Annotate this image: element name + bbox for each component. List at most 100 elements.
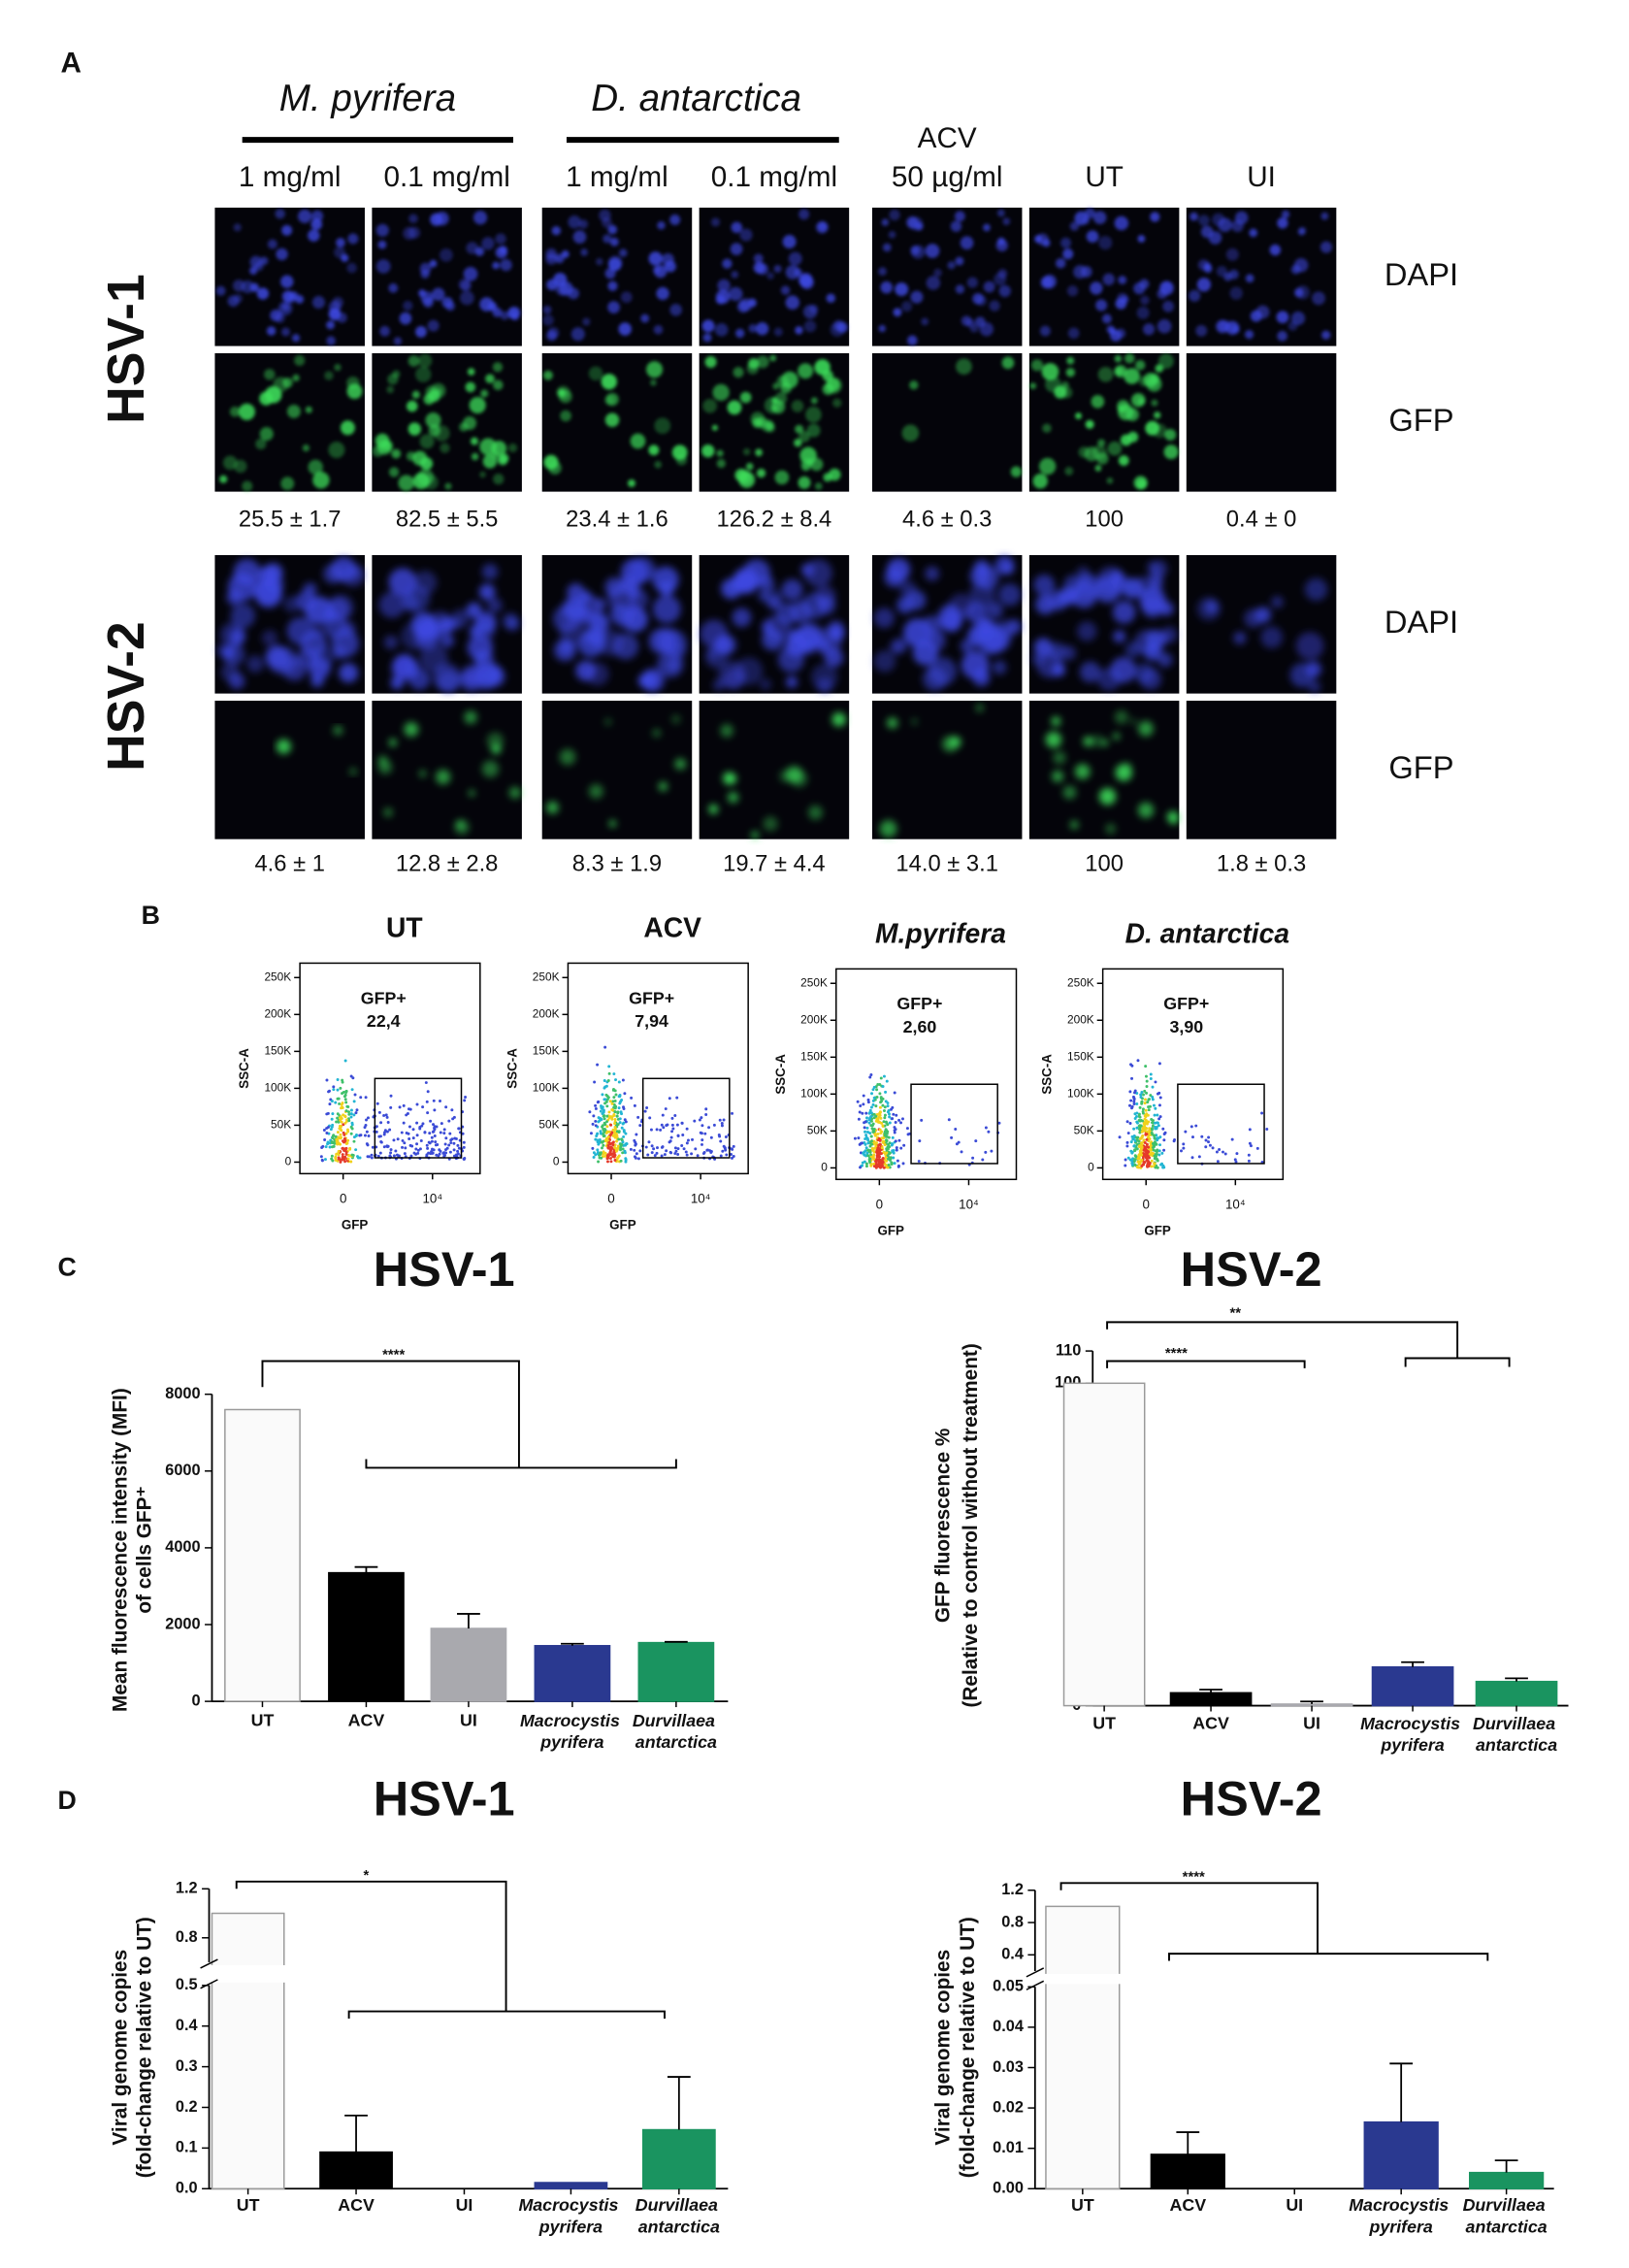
flow-event bbox=[1207, 1135, 1211, 1139]
x-tick-label: Durvillaea antarctica bbox=[633, 1711, 720, 1752]
y-tick-label: 0.00 bbox=[993, 2180, 1024, 2197]
flow-event bbox=[871, 1128, 875, 1132]
micrograph-cells bbox=[701, 354, 842, 490]
nucleus bbox=[377, 240, 387, 249]
y-tick-label: 250K bbox=[533, 970, 560, 983]
y-tick-label: 250K bbox=[1067, 975, 1094, 989]
flow-event bbox=[421, 1122, 425, 1126]
flow-event bbox=[869, 1119, 873, 1123]
flow-event bbox=[1223, 1152, 1227, 1156]
y-tick-label: 50K bbox=[1074, 1124, 1094, 1137]
flow-event bbox=[708, 1149, 712, 1153]
nucleus bbox=[797, 622, 823, 648]
nucleus bbox=[1216, 266, 1227, 278]
y-tick-label: 100K bbox=[264, 1081, 291, 1095]
flow-event bbox=[433, 1108, 437, 1112]
flow-event bbox=[660, 1154, 664, 1158]
flow-event bbox=[1132, 1100, 1136, 1103]
nucleus bbox=[759, 678, 771, 691]
flow-event bbox=[685, 1141, 689, 1145]
flow-event bbox=[1204, 1138, 1208, 1142]
gfp-cell bbox=[419, 434, 435, 449]
flow-event bbox=[920, 1118, 924, 1122]
flow-event bbox=[601, 1125, 604, 1129]
column-header: 0.1 mg/ml bbox=[711, 161, 837, 193]
flow-event bbox=[351, 1154, 355, 1157]
gate-value: 3,90 bbox=[1169, 1017, 1203, 1036]
nucleus bbox=[973, 559, 991, 576]
flow-event bbox=[861, 1111, 864, 1115]
flow-event bbox=[680, 1121, 684, 1125]
flow-event bbox=[622, 1129, 626, 1133]
flow-event bbox=[878, 1083, 882, 1087]
flow-event bbox=[1141, 1119, 1145, 1123]
nucleus bbox=[712, 678, 725, 691]
flow-event bbox=[599, 1130, 603, 1134]
nucleus bbox=[889, 209, 900, 221]
flow-event bbox=[1153, 1113, 1157, 1117]
flow-event bbox=[337, 1135, 341, 1139]
flow-event bbox=[349, 1074, 353, 1078]
flow-event bbox=[723, 1146, 727, 1150]
gfp-cell bbox=[766, 423, 776, 433]
nucleus bbox=[1098, 236, 1113, 250]
flow-event bbox=[872, 1085, 876, 1089]
nucleus bbox=[264, 575, 284, 595]
gfp-cell bbox=[911, 718, 918, 725]
nucleus bbox=[753, 261, 766, 274]
flow-event bbox=[606, 1135, 610, 1138]
gfp-cell bbox=[1045, 731, 1062, 748]
flow-event bbox=[878, 1155, 882, 1159]
flow-event bbox=[411, 1136, 415, 1140]
nucleus bbox=[1249, 228, 1258, 238]
flow-event bbox=[858, 1110, 862, 1114]
flow-event bbox=[602, 1143, 605, 1147]
nucleus bbox=[346, 262, 357, 274]
gfp-cell bbox=[469, 790, 475, 797]
flow-event bbox=[866, 1154, 870, 1158]
flow-event bbox=[1138, 1144, 1142, 1148]
flow-event bbox=[336, 1152, 340, 1156]
flow-event bbox=[1147, 1156, 1151, 1160]
flow-event bbox=[987, 1130, 991, 1134]
gfp-cell bbox=[312, 472, 330, 489]
flow-event bbox=[629, 1147, 633, 1151]
flow-event bbox=[617, 1106, 621, 1110]
flow-event bbox=[732, 1144, 735, 1148]
x-tick-label: UT bbox=[237, 2195, 260, 2215]
flow-event bbox=[1141, 1111, 1145, 1115]
nucleus bbox=[270, 646, 300, 675]
y-tick-label: 150K bbox=[264, 1044, 291, 1058]
flow-event bbox=[1135, 1111, 1139, 1115]
flow-event bbox=[984, 1150, 988, 1154]
y-tick-label: 0.02 bbox=[993, 2098, 1024, 2116]
nucleus bbox=[1033, 638, 1053, 657]
flow-event bbox=[349, 1160, 353, 1164]
flow-event bbox=[331, 1112, 335, 1116]
nucleus bbox=[706, 647, 720, 661]
nucleus bbox=[226, 589, 243, 606]
nucleus bbox=[802, 305, 818, 319]
nucleus bbox=[1040, 276, 1054, 289]
flow-event bbox=[650, 1151, 654, 1155]
nucleus bbox=[280, 327, 291, 337]
flow-event bbox=[403, 1141, 407, 1145]
nucleus bbox=[439, 247, 453, 262]
micrograph bbox=[871, 352, 1023, 492]
nucleus bbox=[1139, 668, 1162, 690]
flow-event bbox=[874, 1119, 878, 1123]
gfp-cell bbox=[810, 397, 818, 405]
gfp-cell bbox=[604, 395, 615, 406]
nucleus bbox=[729, 286, 743, 302]
chart-title: HSV-2 bbox=[1181, 1770, 1322, 1825]
gfp-value: 25.5 ± 1.7 bbox=[239, 507, 342, 533]
nucleus bbox=[960, 236, 974, 250]
nucleus bbox=[702, 333, 712, 343]
gfp-cell bbox=[391, 448, 402, 459]
flow-event bbox=[601, 1146, 603, 1150]
flow-event bbox=[1158, 1143, 1162, 1147]
flow-event bbox=[610, 1146, 614, 1150]
nucleus bbox=[459, 290, 474, 306]
y-tick-label: 0.03 bbox=[993, 2058, 1024, 2076]
column-header: UI bbox=[1247, 161, 1276, 193]
